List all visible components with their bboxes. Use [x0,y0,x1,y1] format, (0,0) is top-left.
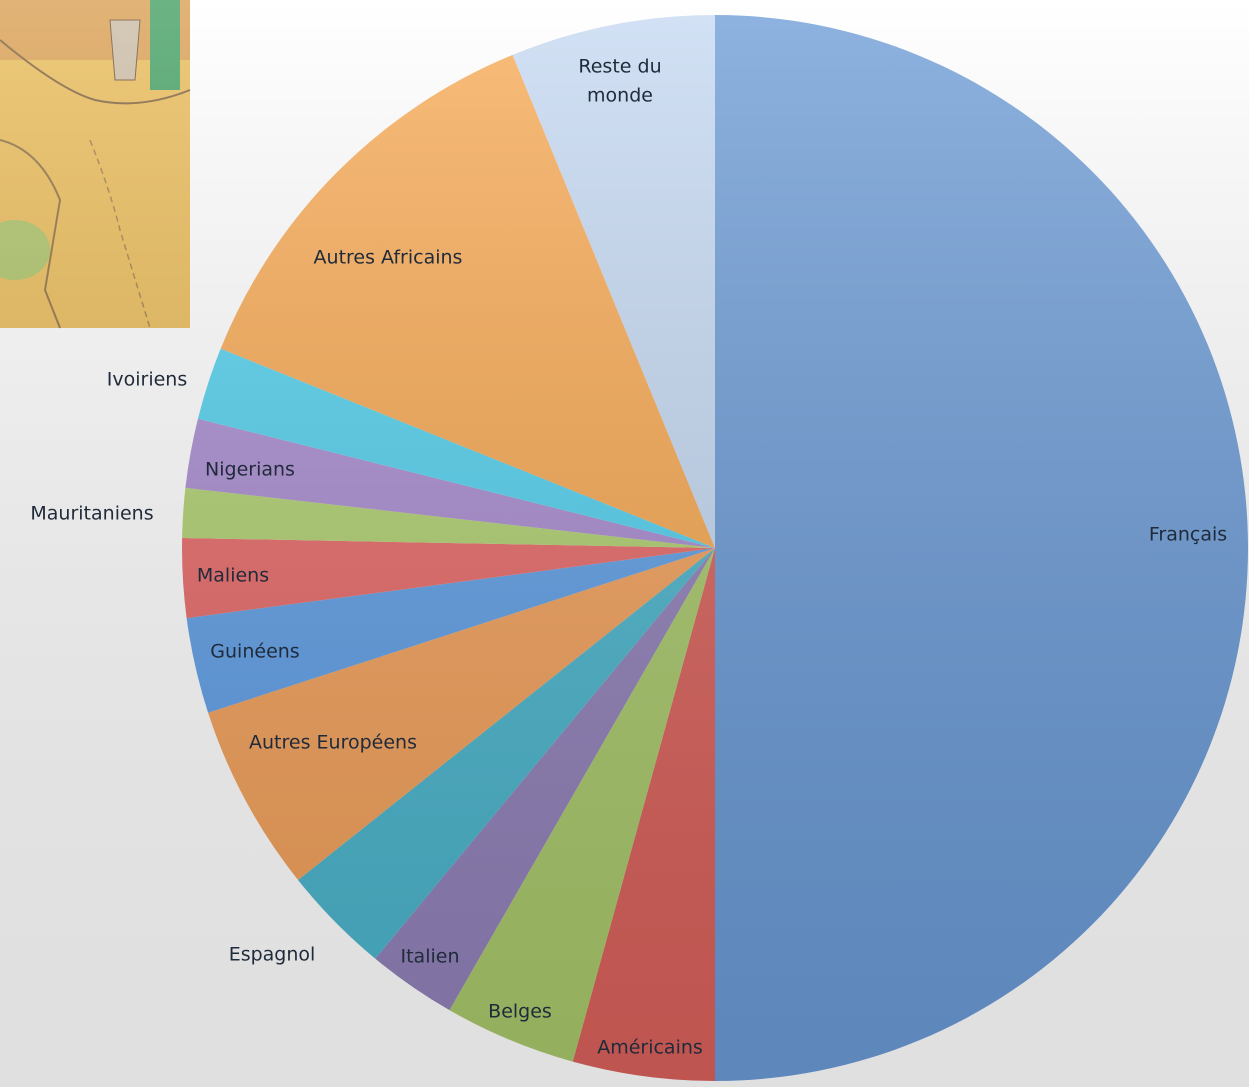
slice-label: Mauritaniens [30,502,154,525]
slice-label: Français [1148,523,1228,546]
slice-label: Américains [597,1036,703,1059]
slice-label: Reste du monde [578,55,662,107]
slice-label: Autres Européens [249,731,417,754]
slice-label: Espagnol [228,943,316,966]
slice-label: Guinéens [210,640,300,663]
slice-label: Autres Africains [313,246,463,269]
slice-label: Italien [400,945,460,968]
slice-label: Ivoiriens [106,368,188,391]
slice-label: Maliens [196,564,270,587]
map-illustration [0,0,191,329]
slice-label: Belges [488,1000,552,1023]
slice-label: Nigerians [205,458,295,481]
